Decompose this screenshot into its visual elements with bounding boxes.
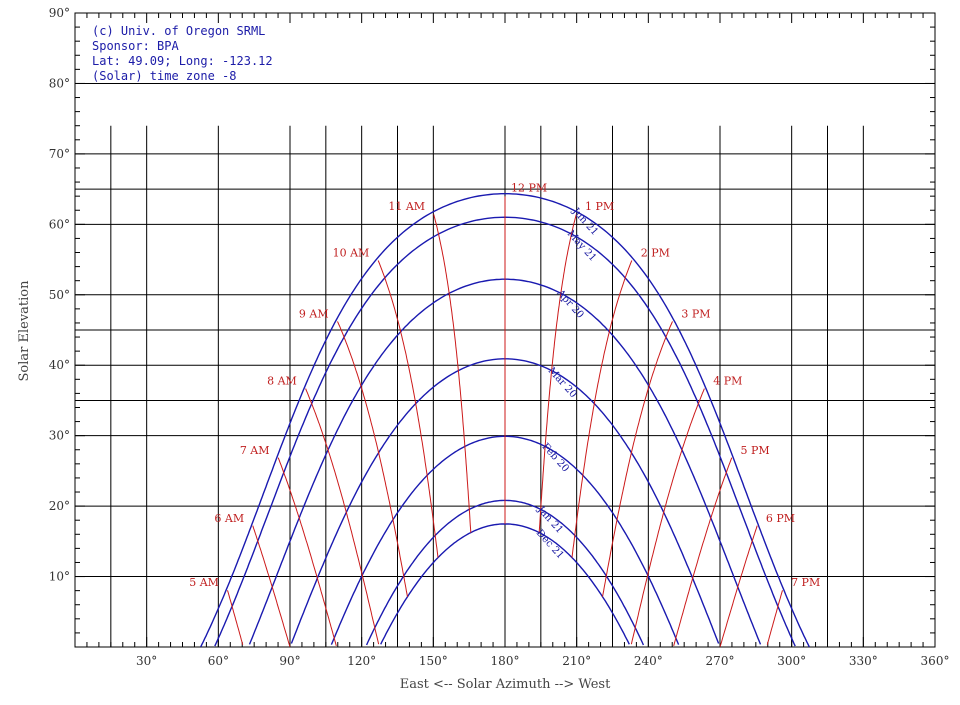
x-tick-label: 300° xyxy=(777,654,806,668)
hour-curve xyxy=(673,457,733,647)
x-tick-label: 330° xyxy=(849,654,878,668)
hour-curve xyxy=(377,260,439,558)
hour-label: 6 PM xyxy=(766,512,795,525)
hour-label: 8 AM xyxy=(267,375,297,388)
labels-layer: 30° 60° 90° 120° 150° 180° 210° 240° 270° 300° 330… xyxy=(49,6,950,668)
x-tick-label: 120° xyxy=(347,654,376,668)
y-tick-label: 60° xyxy=(49,217,70,231)
hour-label: 5 AM xyxy=(189,576,219,589)
x-tick-label: 30° xyxy=(136,654,157,668)
hour-curve xyxy=(538,214,577,533)
hour-label: 10 AM xyxy=(333,246,370,259)
y-tick-label: 50° xyxy=(49,288,70,302)
info-timezone: (Solar) time zone -8 xyxy=(92,69,237,83)
hour-label: 5 PM xyxy=(740,444,769,457)
info-copyright: (c) Univ. of Oregon SRML xyxy=(92,24,266,38)
info-location: Lat: 49.09; Long: -123.12 xyxy=(92,54,273,68)
hour-curve xyxy=(766,590,783,645)
x-tick-label: 270° xyxy=(706,654,735,668)
hour-curve xyxy=(337,321,408,597)
hour-curve xyxy=(719,525,758,647)
y-tick-label: 40° xyxy=(49,358,70,372)
hour-curve xyxy=(630,388,705,645)
x-tick-label: 90° xyxy=(279,654,300,668)
hour-curve xyxy=(571,260,633,558)
date-label: Dec 21 xyxy=(534,528,566,562)
y-tick-label: 80° xyxy=(49,76,70,90)
x-tick-label: 60° xyxy=(208,654,229,668)
hour-label: 7 PM xyxy=(791,576,820,589)
hour-curve xyxy=(305,388,380,645)
hour-curve xyxy=(277,457,337,647)
hour-curve xyxy=(227,590,244,645)
hour-label: 3 PM xyxy=(681,307,710,320)
y-tick-label: 10° xyxy=(49,570,70,584)
station-info: (c) Univ. of Oregon SRML Sponsor: BPA La… xyxy=(92,24,273,84)
hour-label: 6 AM xyxy=(214,512,244,525)
hour-label: 9 AM xyxy=(299,307,329,320)
hour-label: 4 PM xyxy=(713,375,742,388)
y-tick-label: 70° xyxy=(49,147,70,161)
x-tick-label: 360° xyxy=(921,654,950,668)
date-label: Apr 20 xyxy=(554,287,586,321)
hour-curve xyxy=(252,525,291,647)
hour-curve xyxy=(433,214,472,533)
hour-label: 7 AM xyxy=(240,444,270,457)
x-tick-label: 150° xyxy=(419,654,448,668)
curves-layer xyxy=(200,193,810,648)
y-axis-label: Solar Elevation xyxy=(17,280,32,382)
x-tick-label: 180° xyxy=(491,654,520,668)
y-tick-label: 90° xyxy=(49,6,70,20)
date-curve xyxy=(200,193,810,648)
hour-curve xyxy=(602,321,673,597)
hour-label: 11 AM xyxy=(388,200,425,213)
hour-label: 2 PM xyxy=(641,246,670,259)
y-tick-label: 30° xyxy=(49,429,70,443)
hour-label: 1 PM xyxy=(585,200,614,213)
x-axis-label: East <-- Solar Azimuth --> West xyxy=(400,677,611,692)
x-tick-label: 210° xyxy=(562,654,591,668)
info-sponsor: Sponsor: BPA xyxy=(92,39,179,53)
hour-label: 12 PM xyxy=(511,182,547,195)
y-tick-label: 20° xyxy=(49,499,70,513)
x-tick-label: 240° xyxy=(634,654,663,668)
